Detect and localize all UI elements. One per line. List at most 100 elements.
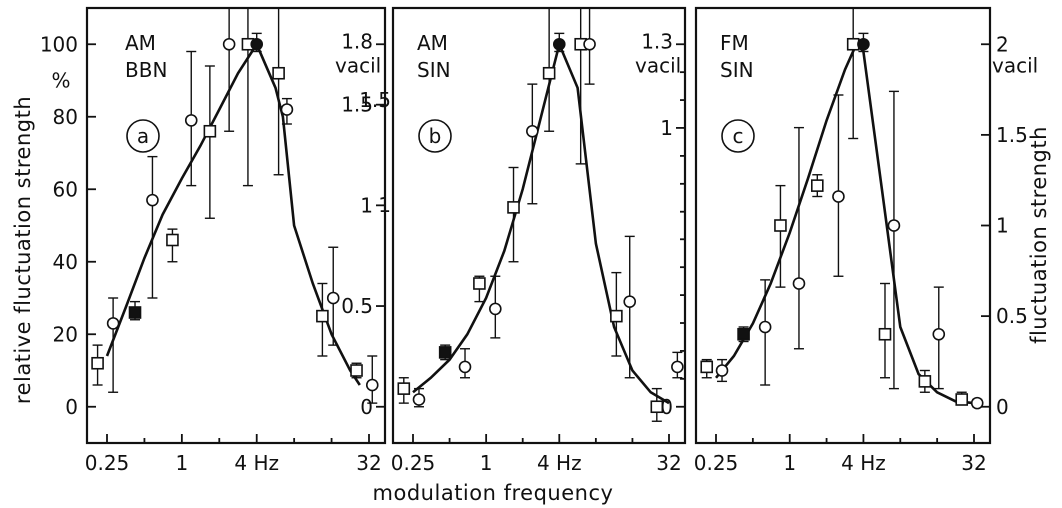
y-unit-label-right: vacil [992,53,1038,77]
panel-c: 0.25 1 4 Hz 32 2 1.5 1 0.5 0 vacil FM SIN c [694,6,1038,475]
y-axis-title-left: relative fluctuation strength [11,96,35,404]
x-tick-label: 1 [480,451,493,475]
data-point-square-open [473,277,486,290]
data-point-circle-open [932,327,946,341]
data-point-circle-open [671,360,684,374]
x-tick-label: 0.25 [85,451,130,475]
fitted-curve [714,42,975,405]
fitted-curve [412,40,670,405]
data-point-square-open [878,327,892,341]
x-tick-label: 0.25 [391,451,436,475]
y-tick-label-right: 0 [360,395,373,419]
data-point-square-open [350,364,363,377]
panel-title-line: AM [417,31,448,55]
data-point-circle-filled [857,37,870,51]
panel-badge-label: c [733,124,744,148]
y-tick-label-left: 60 [53,177,78,201]
data-point-circle-open [832,190,845,203]
data-point-circle-open [792,277,806,290]
data-point-circle-open [715,364,729,377]
data-point-square-open [272,66,285,80]
x-axis-title: modulation frequency [373,481,614,505]
data-point-square-open [846,37,860,51]
panel-b: 0.25 1 4 Hz 32 1.3 1 0 1.5 1 vacil AM SIN b [359,6,687,475]
y-tick-label-right: 1.5 [996,123,1028,147]
panels-group: 0.25 1 4 Hz 32020406080100%1.81.510.50vacil… [40,6,1038,475]
data-point-circle-open [583,37,596,51]
data-point-circle-filled [552,37,566,51]
data-point-square-open [774,219,787,232]
y-tick-label-right: 1.5 [341,93,373,117]
x-tick-label: 4 Hz [537,451,582,475]
y-tick-label-right: 1 [360,193,373,217]
x-tick-label: 1 [175,451,188,475]
y-tick-label-right: 1.3 [641,29,673,53]
data-point-square-filled [128,306,142,319]
data-point-circle-open [326,291,340,305]
data-point-square-open [507,201,520,214]
y-tick-label-right: 1.8 [341,29,373,53]
data-point-circle-open [526,124,539,138]
y-tick-label-left: 20 [53,322,78,346]
data-point-square-open [610,309,623,323]
x-tick-label: 1 [783,451,796,475]
plot-frame [85,6,387,445]
data-point-square-open [955,393,969,406]
panel-badge-label: b [429,124,442,148]
panel-badge-circle [126,119,160,153]
x-tick-label: 4 Hz [234,451,279,475]
y-tick-label-left: 100 [40,32,78,56]
data-point-square-open [316,309,329,323]
data-point-circle-open [458,360,472,374]
y-tick-label-inner: 1 [378,193,391,217]
data-point-square-open [918,375,932,388]
data-point-square-open [542,66,556,80]
y-tick-label-left: 40 [53,250,78,274]
y-tick-label-left: 0 [65,395,78,419]
x-tick-label: 4 Hz [841,451,886,475]
panel-badge-circle [721,119,755,153]
y-tick-label-right: 1 [660,116,673,140]
y-unit-label-left: % [51,69,70,93]
data-point-square-open [700,360,714,374]
data-point-circle-open [106,317,120,330]
panel-title-line: SIN [720,58,754,82]
y-tick-label-right: 0.5 [996,304,1028,328]
data-point-circle-open [758,320,772,334]
x-tick-label: 0.25 [694,451,739,475]
y-unit-label-right: vacil [335,53,381,77]
data-point-square-open [397,382,411,395]
panel-title-line: BBN [125,58,167,82]
data-point-circle-open [887,219,901,232]
plot-frame [391,6,687,445]
panel-a: 0.25 1 4 Hz 32 0 20 40 60 80 100% 1.8 1.5 1 0.5 0 vacil… [40,6,387,475]
data-point-circle-open [623,295,637,308]
y-tick-label-right: 2 [996,32,1009,56]
x-tick-label: 32 [656,451,681,475]
y-tick-label-inner: 1.5 [359,88,391,112]
panel-badge-label: a [137,124,149,148]
data-point-circle-open [412,393,426,406]
data-point-square-filled [438,346,452,359]
y-axis-title-right: fluctuation strength [1027,126,1051,344]
data-point-square-open [91,356,104,370]
y-unit-label-right: vacil [635,53,681,77]
data-point-circle-open [365,378,379,392]
data-point-circle-open [970,396,984,410]
data-point-circle-open [222,37,236,51]
data-point-circle-open [146,193,159,207]
y-tick-label-right: 0 [996,395,1009,419]
x-tick-label: 32 [356,451,381,475]
data-point-square-open [650,400,664,414]
data-point-circle-open [489,302,502,316]
data-point-square-open [811,179,824,192]
panel-title-line: FM [720,31,749,55]
panel-title-line: SIN [417,58,451,82]
y-tick-label-right: 1 [996,214,1009,238]
data-point-square-open [203,124,217,138]
y-tick-label-right: 0.5 [341,294,373,318]
x-tick-label: 32 [961,451,986,475]
data-point-circle-filled [250,37,264,51]
y-tick-label-left: 80 [53,105,78,129]
